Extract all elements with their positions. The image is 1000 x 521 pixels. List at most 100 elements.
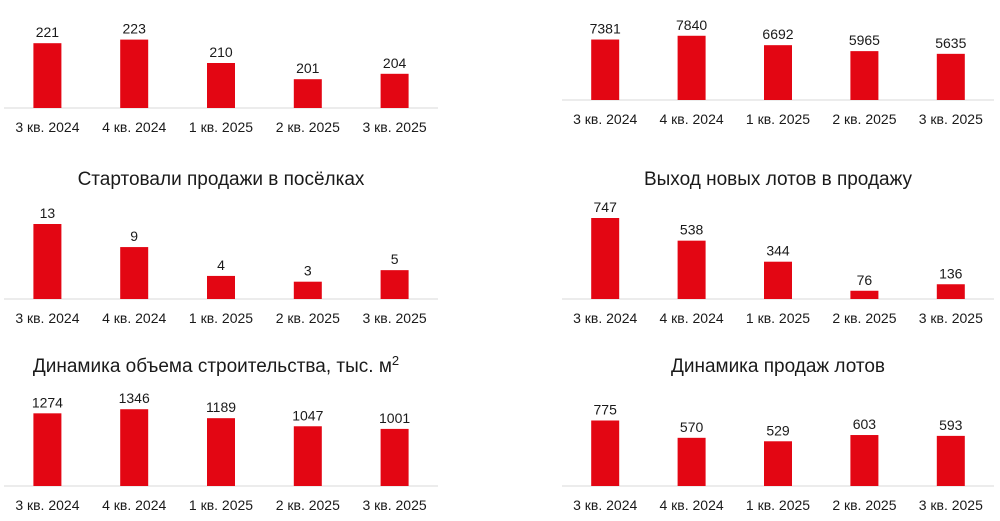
bar xyxy=(936,284,965,299)
data-label: 5 xyxy=(391,251,399,267)
data-label: 593 xyxy=(939,417,963,433)
x-tick-label: 3 кв. 2025 xyxy=(363,310,427,326)
bar xyxy=(936,435,965,486)
bar xyxy=(293,426,322,486)
chart-panel-6: Динамика продаж лотов 775 3 кв. 2024 570 4 к… xyxy=(562,356,994,513)
x-tick-label: 2 кв. 2025 xyxy=(832,497,896,513)
chart-panel-2: 7381 3 кв. 2024 7840 4 кв. 2024 6692 1 кв. 20… xyxy=(562,17,994,127)
bar xyxy=(764,441,792,486)
x-tick-label: 3 кв. 2025 xyxy=(919,310,983,326)
bar xyxy=(936,53,965,100)
chart-title: Динамика объема строительства, тыс. м2 xyxy=(33,353,399,377)
x-tick-label: 2 кв. 2025 xyxy=(276,310,340,326)
chart-panel-4: Выход новых лотов в продажу 747 3 кв. 2024… xyxy=(562,169,994,326)
x-tick-label: 1 кв. 2025 xyxy=(746,310,810,326)
bar xyxy=(764,261,792,299)
data-label: 5635 xyxy=(935,35,966,51)
bar xyxy=(120,39,149,108)
x-tick-label: 3 кв. 2024 xyxy=(573,497,637,513)
bar xyxy=(120,409,149,486)
data-label: 4 xyxy=(217,257,225,273)
x-tick-label: 2 кв. 2025 xyxy=(276,497,340,513)
bar xyxy=(677,437,706,486)
x-tick-label: 4 кв. 2024 xyxy=(660,310,724,326)
x-tick-label: 3 кв. 2024 xyxy=(15,119,79,135)
data-label: 223 xyxy=(123,21,147,37)
x-tick-label: 2 кв. 2025 xyxy=(276,119,340,135)
bar xyxy=(33,43,62,109)
bar xyxy=(591,39,620,100)
data-label: 570 xyxy=(680,419,704,435)
data-label: 538 xyxy=(680,222,704,238)
chart-title: Стартовали продажи в посёлках xyxy=(78,169,365,190)
x-tick-label: 1 кв. 2025 xyxy=(746,111,810,127)
bar xyxy=(591,218,620,299)
data-label: 603 xyxy=(853,416,877,432)
data-label: 1047 xyxy=(292,407,323,423)
data-label: 1189 xyxy=(206,399,236,415)
data-label: 7840 xyxy=(676,17,707,33)
data-label: 204 xyxy=(383,55,407,71)
x-tick-label: 3 кв. 2024 xyxy=(573,310,637,326)
bar xyxy=(120,247,149,299)
bar xyxy=(850,51,879,100)
bar xyxy=(380,428,409,486)
bar xyxy=(33,224,62,299)
x-tick-label: 3 кв. 2025 xyxy=(363,497,427,513)
x-tick-label: 1 кв. 2025 xyxy=(189,119,253,135)
data-label: 344 xyxy=(766,243,790,259)
x-tick-label: 4 кв. 2024 xyxy=(660,497,724,513)
data-label: 13 xyxy=(40,205,56,221)
x-tick-label: 2 кв. 2025 xyxy=(832,310,896,326)
data-label: 136 xyxy=(939,265,963,281)
data-label: 9 xyxy=(130,228,138,244)
x-tick-label: 1 кв. 2025 xyxy=(189,497,253,513)
bar xyxy=(764,45,792,100)
data-label: 747 xyxy=(594,199,618,215)
bar xyxy=(677,240,706,299)
data-label: 3 xyxy=(304,263,312,279)
bar xyxy=(591,420,620,486)
data-label: 5965 xyxy=(849,32,880,48)
x-tick-label: 3 кв. 2025 xyxy=(919,497,983,513)
x-tick-label: 3 кв. 2025 xyxy=(919,111,983,127)
data-label: 221 xyxy=(36,24,60,40)
bar xyxy=(33,413,62,486)
x-tick-label: 4 кв. 2024 xyxy=(660,111,724,127)
x-tick-label: 3 кв. 2024 xyxy=(15,497,79,513)
x-tick-label: 2 кв. 2025 xyxy=(832,111,896,127)
data-label: 1001 xyxy=(379,410,410,426)
x-tick-label: 4 кв. 2024 xyxy=(102,310,166,326)
x-tick-label: 1 кв. 2025 xyxy=(189,310,253,326)
data-label: 1274 xyxy=(32,394,63,410)
bar xyxy=(207,418,235,486)
bar xyxy=(293,281,322,299)
title-superscript: 2 xyxy=(392,353,399,368)
data-label: 76 xyxy=(857,272,873,288)
bar xyxy=(380,270,409,299)
data-label: 6692 xyxy=(762,26,793,42)
data-label: 529 xyxy=(766,422,790,438)
chart-title: Динамика продаж лотов xyxy=(671,356,885,377)
data-label: 201 xyxy=(296,60,320,76)
bar xyxy=(850,435,879,486)
chart-title: Выход новых лотов в продажу xyxy=(644,169,913,190)
chart-panel-5: Динамика объема строительства, тыс. м2 12… xyxy=(4,353,438,513)
chart-panel-1: 221 3 кв. 2024 223 4 кв. 2024 210 1 кв. 2025 2… xyxy=(4,21,438,135)
x-tick-label: 3 кв. 2024 xyxy=(573,111,637,127)
x-tick-label: 3 кв. 2025 xyxy=(363,119,427,135)
bar xyxy=(380,73,409,108)
bar xyxy=(293,79,322,108)
bar xyxy=(207,63,235,108)
bar xyxy=(207,275,235,299)
data-label: 775 xyxy=(594,401,618,417)
x-tick-label: 3 кв. 2024 xyxy=(15,310,79,326)
x-tick-label: 4 кв. 2024 xyxy=(102,497,166,513)
x-tick-label: 1 кв. 2025 xyxy=(746,497,810,513)
x-tick-label: 4 кв. 2024 xyxy=(102,119,166,135)
data-label: 7381 xyxy=(590,21,621,37)
data-label: 210 xyxy=(209,44,233,60)
data-label: 1346 xyxy=(119,390,150,406)
bar xyxy=(850,290,879,299)
